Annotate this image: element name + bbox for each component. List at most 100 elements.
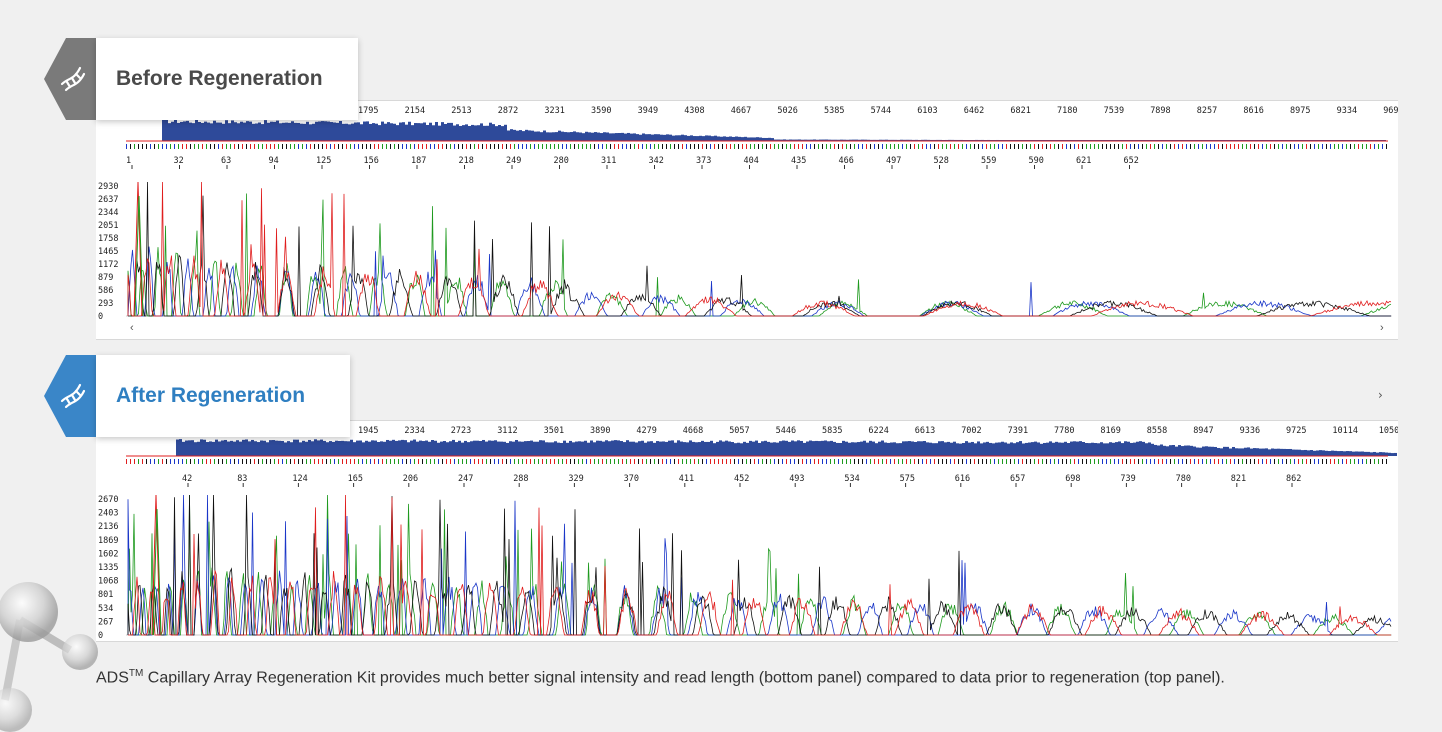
base-call-mark xyxy=(574,144,575,149)
quality-bar xyxy=(627,132,630,141)
base-tick-label: 1 xyxy=(126,156,131,166)
base-call-mark xyxy=(1250,459,1251,464)
quality-bar xyxy=(809,440,812,456)
quality-bar xyxy=(740,443,743,456)
scroll-right-arrow[interactable]: › xyxy=(1378,388,1383,402)
ruler-tick-label: 8975 xyxy=(1290,106,1310,116)
base-call-mark xyxy=(1230,144,1231,149)
base-call-mark xyxy=(1186,144,1187,149)
molecule-decoration xyxy=(0,582,98,732)
quality-bar xyxy=(186,120,189,141)
base-call-mark xyxy=(1090,144,1091,149)
ruler-tick-label: 4668 xyxy=(683,426,703,436)
quality-bar xyxy=(663,134,666,141)
base-call-mark xyxy=(1310,459,1311,464)
quality-bar xyxy=(407,442,410,456)
base-call-mark xyxy=(1334,144,1335,149)
quality-bar xyxy=(1280,448,1283,456)
scroll-right-arrow[interactable]: › xyxy=(1380,322,1384,334)
quality-bar xyxy=(231,120,234,141)
base-call-mark xyxy=(1194,144,1195,149)
base-call-mark xyxy=(1318,459,1319,464)
quality-bar xyxy=(885,139,888,141)
quality-bar xyxy=(779,441,782,456)
base-call-mark xyxy=(1214,459,1215,464)
quality-bar xyxy=(503,441,506,456)
ruler-tick-label: 1945 xyxy=(358,426,378,436)
base-call-mark xyxy=(1322,459,1323,464)
base-call-mark xyxy=(1178,459,1179,464)
quality-bar xyxy=(836,442,839,456)
quality-bar xyxy=(200,439,203,456)
base-call-mark xyxy=(298,459,299,464)
quality-bar xyxy=(530,440,533,456)
quality-bar xyxy=(414,123,417,141)
base-call-mark xyxy=(1214,144,1215,149)
base-call-mark xyxy=(126,459,127,464)
quality-bar xyxy=(938,441,941,456)
quality-bar xyxy=(983,442,986,456)
base-call-mark xyxy=(218,144,219,149)
amplitude-tick-label: 2930 xyxy=(98,182,118,192)
quality-bar xyxy=(1283,448,1286,456)
quality-bar xyxy=(612,133,615,141)
quality-bar xyxy=(182,441,185,456)
quality-bar xyxy=(1163,445,1166,456)
quality-bar xyxy=(671,440,674,456)
base-call-mark xyxy=(982,144,983,149)
base-call-mark xyxy=(882,459,883,464)
quality-bar xyxy=(296,439,299,456)
base-call-mark xyxy=(298,144,299,149)
quality-bar xyxy=(558,130,561,141)
base-call-mark xyxy=(474,459,475,464)
base-call-mark xyxy=(646,459,647,464)
base-tick-label: 206 xyxy=(403,474,418,484)
quality-bar xyxy=(683,442,686,456)
base-call-mark xyxy=(222,459,223,464)
quality-bar xyxy=(735,136,738,141)
quality-bar xyxy=(227,441,230,456)
base-call-mark xyxy=(842,144,843,149)
base-call-mark xyxy=(638,144,639,149)
base-call-mark xyxy=(1058,459,1059,464)
quality-bar xyxy=(1220,448,1223,456)
base-call-mark xyxy=(830,459,831,464)
base-call-mark xyxy=(1122,459,1123,464)
quality-bar xyxy=(878,441,881,456)
quality-bar xyxy=(660,134,663,141)
ruler-tick-label: 3890 xyxy=(590,426,610,436)
quality-bar xyxy=(576,132,579,141)
base-call-mark xyxy=(1286,144,1287,149)
quality-bar xyxy=(777,139,780,141)
base-call-mark xyxy=(730,144,731,149)
amplitude-tick-label: 2136 xyxy=(98,522,118,532)
base-call-mark xyxy=(962,459,963,464)
base-call-mark xyxy=(858,459,859,464)
base-call-mark xyxy=(286,144,287,149)
quality-bar xyxy=(482,439,485,456)
quality-bar xyxy=(1112,442,1115,456)
base-call-mark xyxy=(714,459,715,464)
quality-bar xyxy=(729,136,732,141)
quality-bar xyxy=(215,439,218,456)
chromatogram-before-panel: 1795 2154 2513 2872 3231 3590 3949 4308 4667 5026… xyxy=(96,100,1398,340)
quality-bar xyxy=(708,135,711,141)
quality-bar xyxy=(1064,441,1067,456)
base-call-mark xyxy=(418,459,419,464)
quality-bar xyxy=(1016,442,1019,456)
base-call-mark xyxy=(366,144,367,149)
quality-bar xyxy=(1256,448,1259,456)
quality-bar xyxy=(1253,448,1256,456)
base-call-mark xyxy=(1130,144,1131,149)
quality-bar xyxy=(1088,443,1091,456)
base-call-mark xyxy=(1298,144,1299,149)
amplitude-tick-label: 801 xyxy=(98,590,113,600)
base-call-mark xyxy=(1138,459,1139,464)
base-call-mark xyxy=(786,144,787,149)
quality-bar xyxy=(540,132,543,141)
quality-bar xyxy=(1310,450,1313,456)
quality-bar xyxy=(293,439,296,456)
chromatogram-before: 1795 2154 2513 2872 3231 3590 3949 4308 4667 5026… xyxy=(98,106,1398,334)
base-call-mark xyxy=(1114,144,1115,149)
scroll-left-arrow[interactable]: ‹ xyxy=(130,322,134,334)
